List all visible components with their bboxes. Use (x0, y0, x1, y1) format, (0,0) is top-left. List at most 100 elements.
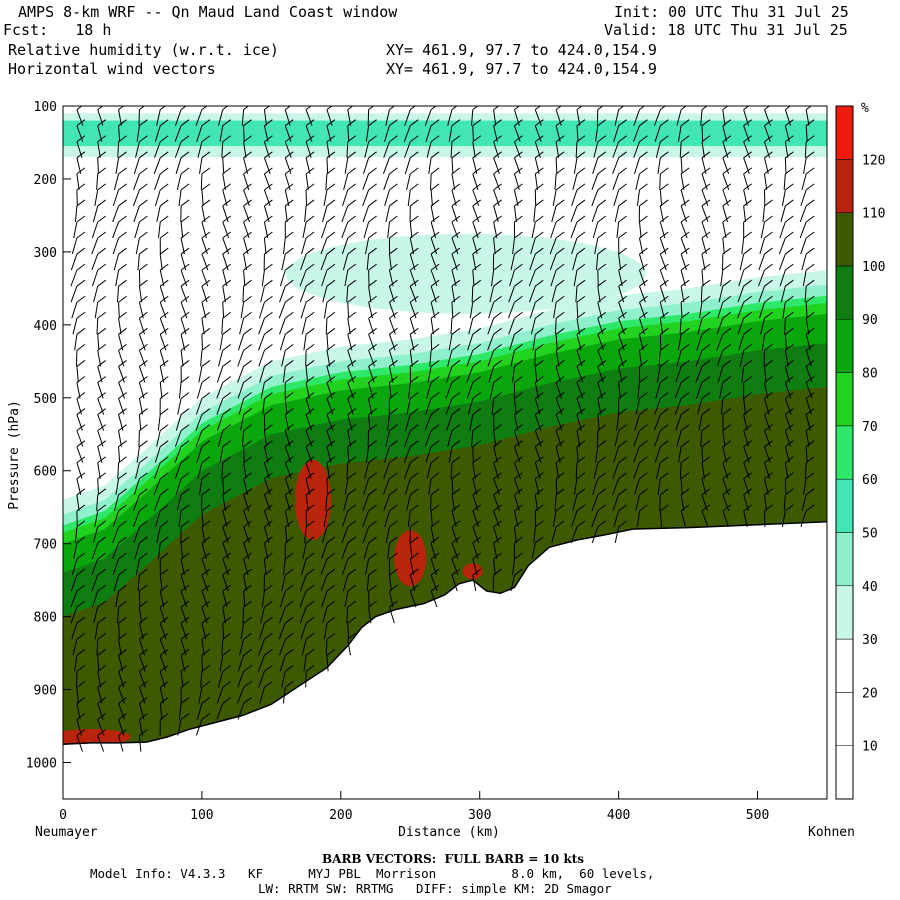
wind-barb-flag (472, 135, 482, 143)
wind-barb-flag (805, 295, 815, 303)
wind-barb-flag (97, 568, 107, 576)
wind-barb (113, 173, 120, 190)
wind-barb-flag (201, 231, 211, 239)
wind-barb (322, 286, 328, 303)
wind-barb-flag (284, 360, 294, 367)
wind-barb (677, 446, 682, 463)
wind-barb-flag (409, 295, 419, 303)
wind-barb (722, 237, 725, 255)
colorbar-swatch (835, 532, 854, 587)
wind-barb-flag (493, 311, 502, 319)
wind-barb-flag (680, 311, 690, 319)
wind-barb-flag (159, 680, 169, 688)
wind-barb-flag (722, 424, 732, 432)
physics-info: LW: RRTM SW: RRTMG DIFF: simple KM: 2D S… (258, 881, 612, 896)
wind-barb (593, 141, 599, 158)
colorbar-swatch (835, 585, 854, 640)
wind-barb (347, 639, 351, 656)
wind-barb (97, 157, 99, 174)
wind-barb (472, 141, 476, 158)
wind-barb-flag (472, 151, 482, 159)
wind-barb (326, 157, 329, 174)
wind-barb-flag (430, 584, 440, 592)
wind-barb (241, 430, 245, 447)
wind-barb-flag (201, 536, 211, 544)
wind-barb (201, 269, 209, 287)
wind-barb-flag (97, 183, 107, 191)
wind-barb-flag (555, 440, 565, 448)
wind-barb (177, 719, 182, 736)
wind-barb-flag (785, 488, 794, 496)
wind-barb-flag (639, 392, 648, 399)
wind-barb (239, 318, 245, 335)
wind-barb-flag (555, 151, 565, 159)
wind-barb-flag (347, 472, 357, 480)
wind-barb-flag (493, 135, 502, 143)
wind-barb (97, 398, 105, 415)
wind-barb-flag (722, 440, 732, 448)
wind-barb-flag (201, 424, 211, 432)
wind-barb (243, 270, 246, 287)
wind-barb (636, 189, 640, 206)
wind-barb-flag (180, 119, 190, 127)
wind-barb-flag (409, 360, 419, 367)
wind-barb-flag (222, 135, 232, 143)
wind-barb (472, 542, 479, 560)
wind-barb-flag (97, 376, 107, 383)
wind-barb-flag (389, 392, 398, 399)
wind-barb-flag (305, 392, 315, 399)
wind-barb-flag (284, 279, 294, 287)
wind-barb-flag (493, 552, 502, 560)
wind-barb (363, 542, 370, 560)
wind-barb (138, 334, 146, 351)
wind-barb (570, 221, 578, 239)
wind-barb-flag (201, 584, 211, 592)
wind-barb (552, 189, 557, 206)
wind-barb (618, 318, 626, 335)
wind-barb-flag (472, 392, 482, 399)
wind-barb-flag (222, 456, 232, 464)
wind-barb (240, 623, 245, 640)
wind-barb-flag (243, 279, 252, 287)
wind-barb-flag (555, 311, 565, 319)
wind-barb-flag (264, 504, 273, 512)
wind-barb-flag (326, 106, 333, 111)
wind-barb (180, 558, 185, 576)
wind-barb (534, 430, 542, 447)
wind-barb (614, 526, 620, 544)
wind-barb-flag (389, 295, 398, 303)
wind-barb-flag (76, 713, 86, 720)
wind-barb (237, 687, 245, 704)
wind-barb (472, 221, 479, 239)
wind-barb-flag (534, 343, 544, 351)
wind-barb-flag (97, 135, 107, 143)
wind-barb (612, 173, 620, 191)
wind-barb-flag (534, 311, 544, 319)
wind-barb (428, 157, 432, 174)
wind-barb (71, 302, 78, 319)
wind-barb (347, 318, 351, 335)
wind-barb-flag (159, 648, 169, 656)
wind-barb-flag (139, 472, 148, 480)
wind-barb-flag (639, 376, 648, 383)
wind-barb-flag (97, 263, 107, 271)
wind-barb-flag (159, 664, 169, 672)
wind-barb (761, 334, 765, 351)
wind-barb (258, 639, 265, 656)
wind-barb-flag (118, 183, 127, 191)
wind-barb (305, 366, 309, 383)
wind-barb (738, 269, 745, 287)
wind-barb (633, 109, 640, 126)
wind-barb-flag (576, 247, 586, 255)
wind-barb (237, 366, 245, 383)
wind-barb (388, 318, 396, 335)
wind-barb (133, 494, 140, 511)
wind-barb-flag (451, 279, 461, 287)
wind-barb-flag (534, 295, 544, 303)
wind-barb-flag (222, 697, 232, 704)
wind-barb (575, 141, 578, 158)
wind-barb-flag (493, 424, 502, 432)
wind-barb-flag (368, 199, 377, 207)
wind-barb (387, 542, 390, 560)
wind-barb-flag (409, 151, 419, 159)
